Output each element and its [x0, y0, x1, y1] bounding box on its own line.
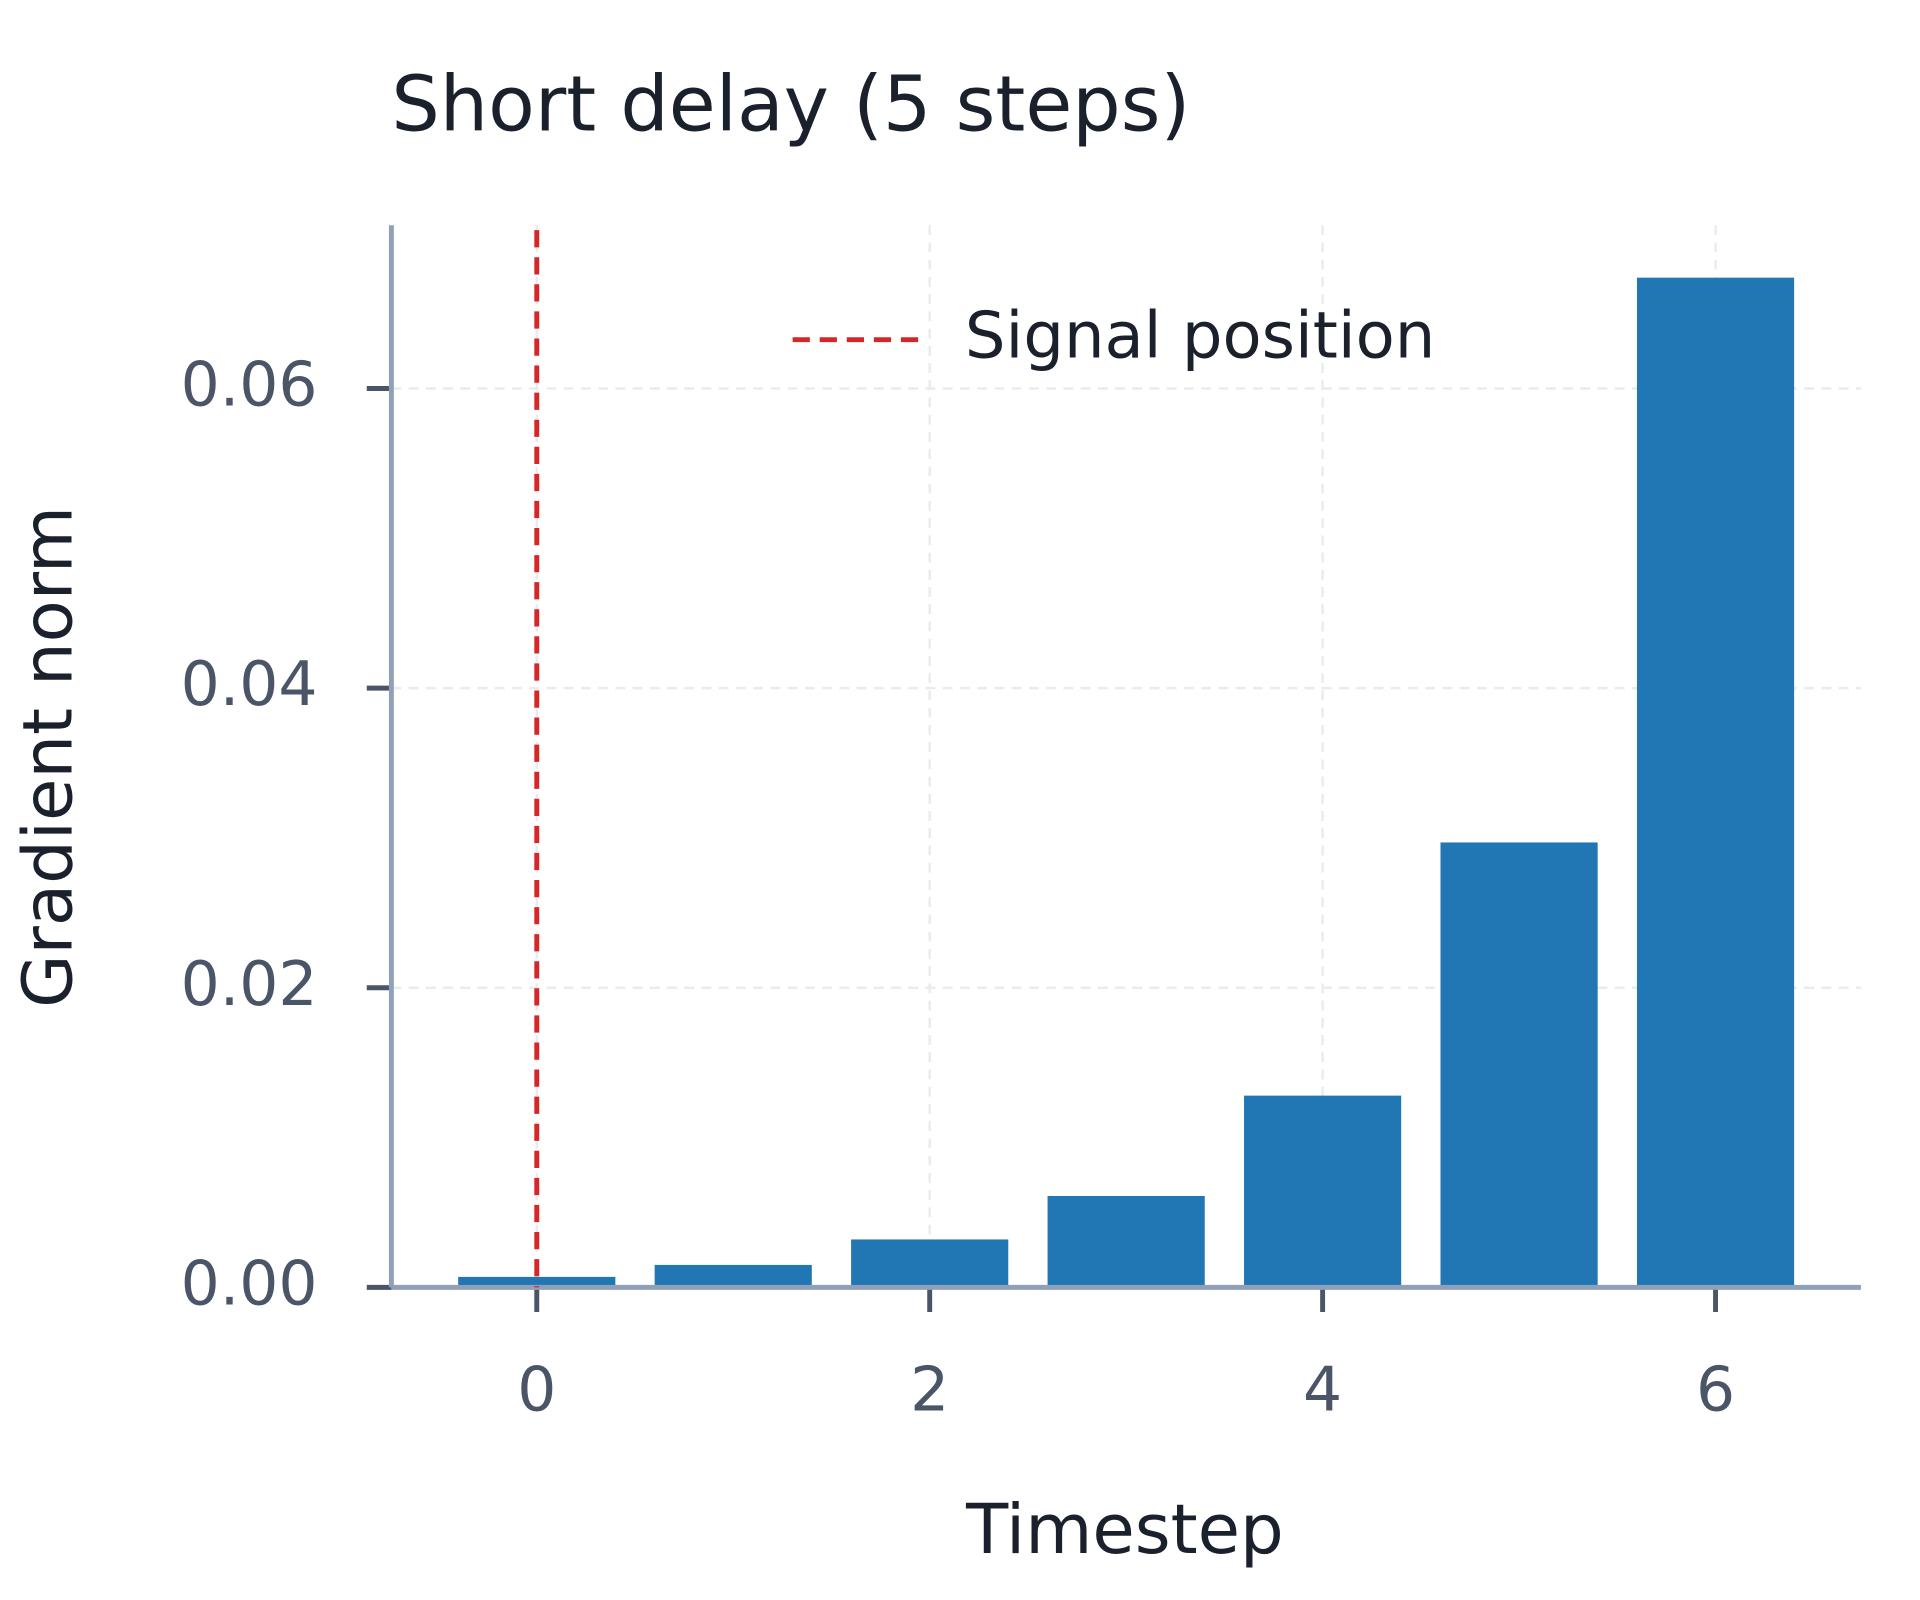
y-tick-label: 0.04 — [181, 648, 318, 720]
x-tick-label: 0 — [517, 1353, 556, 1425]
x-tick-label: 4 — [1303, 1353, 1342, 1425]
chart-title: Short delay (5 steps) — [391, 59, 1190, 148]
y-tick-label: 0.00 — [181, 1247, 318, 1319]
x-tick-label: 6 — [1696, 1353, 1735, 1425]
legend-label: Signal position — [965, 299, 1435, 373]
x-tick-label: 2 — [910, 1353, 949, 1425]
bar — [1244, 1095, 1402, 1288]
x-axis-label: Timestep — [965, 1490, 1284, 1570]
plot-area — [458, 277, 1795, 1288]
bar — [654, 1264, 812, 1288]
bar — [1440, 842, 1598, 1288]
y-tick-label: 0.02 — [181, 948, 318, 1020]
bar — [851, 1239, 1009, 1288]
bar — [1636, 277, 1795, 1288]
y-tick-label: 0.06 — [181, 349, 318, 421]
y-axis-label: Gradient norm — [8, 506, 88, 1008]
bar — [458, 1276, 616, 1288]
bar — [1047, 1196, 1205, 1288]
